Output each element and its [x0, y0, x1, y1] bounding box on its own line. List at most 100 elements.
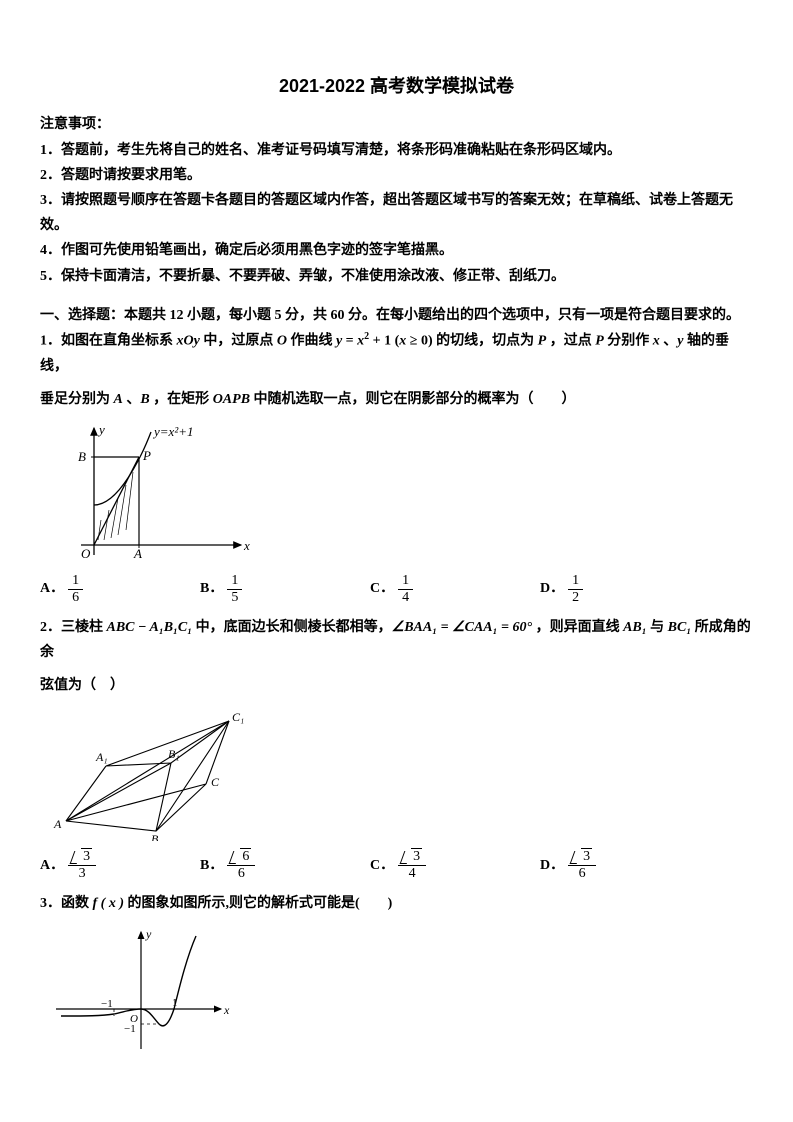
fig1-x: x [243, 538, 250, 553]
fig1-A: A [133, 546, 142, 561]
q2-d-den: 6 [568, 866, 596, 881]
q1-figure: y y=x²+1 B P O A x [46, 420, 753, 565]
q2-opt-c: C． 3 4 [370, 849, 540, 881]
q1-opt-b: B． 1 5 [200, 573, 370, 605]
section1-heading: 一、选择题：本题共 12 小题，每小题 5 分，共 60 分。在每小题给出的四个… [40, 303, 753, 328]
comma2: 、 [123, 392, 141, 407]
q3-blank [360, 896, 388, 911]
q1-d-den: 2 [568, 590, 583, 605]
fig3-neg1y: −1 [124, 1023, 136, 1035]
q1-text: 中，过原点 [200, 334, 277, 349]
instruction-2: 2．答题时请按要求用笔。 [40, 163, 753, 188]
fig1-B: B [78, 449, 86, 464]
xoy: xOy [177, 334, 200, 349]
q2-d-frac: 3 6 [568, 849, 596, 881]
q2-line1: 2．三棱柱 ABC − A₁B₁C₁ 中，底面边长和侧棱长都相等，∠BAA₁ =… [40, 615, 753, 665]
q2-c-den: 4 [398, 866, 426, 881]
instruction-1: 1．答题前，考生先将自己的姓名、准考证号码填写清楚，将条形码准确粘贴在条形码区域… [40, 138, 753, 163]
q2-ang: ∠BAA₁ = ∠CAA₁ = 60° [392, 620, 532, 635]
fig2-C: C [211, 775, 220, 789]
q2-ab1: AB₁ [623, 620, 647, 635]
q1-b-frac: 1 5 [227, 573, 242, 605]
q1-c-frac: 1 4 [398, 573, 413, 605]
q1-a-frac: 1 6 [68, 573, 83, 605]
q3-figure: y x O −1 1 −1 [46, 924, 753, 1054]
eq-eq: = [342, 334, 357, 349]
fig3-y: y [145, 927, 152, 941]
instruction-4: 4．作图可先使用铅笔画出，确定后必须用黑色字迹的签字笔描黑。 [40, 238, 753, 263]
opt-a-label: A． [40, 576, 64, 601]
q1-c-num: 1 [398, 573, 413, 589]
q2-options: A． 3 3 B． 6 6 C． 3 4 D． 3 6 [40, 849, 753, 881]
q2-abc: ABC − A₁B₁C₁ [107, 620, 193, 635]
P2: P [595, 334, 604, 349]
fig1-O: O [81, 546, 91, 561]
q2-mid2: ，则异面直线 [532, 620, 623, 635]
OAPB: OAPB [213, 392, 250, 407]
q2-a-sqrt: 3 [81, 848, 92, 864]
opt-b-label: B． [200, 576, 223, 601]
q1-text: 作曲线 [287, 334, 336, 349]
q2-b-den: 6 [227, 866, 255, 881]
q2-c-frac: 3 4 [398, 849, 426, 881]
q1-text: 分别作 [604, 334, 653, 349]
q3-fx: f ( x ) [93, 896, 125, 911]
q1-b-num: 1 [227, 573, 242, 589]
O: O [277, 334, 287, 349]
q1-line1: 1．如图在直角坐标系 xOy 中，过原点 O 作曲线 y = x2 + 1 (x… [40, 328, 753, 379]
B: B [140, 392, 149, 407]
q2-bc1: BC₁ [668, 620, 692, 635]
A: A [114, 392, 123, 407]
q2-opt-a: A． 3 3 [40, 849, 200, 881]
opt-b-label2: B． [200, 853, 223, 878]
fig2-A: A [53, 817, 62, 831]
q1-text: 1．如图在直角坐标系 [40, 334, 177, 349]
instruction-5: 5．保持卡面清洁，不要折暴、不要弄破、弄皱，不准使用涂改液、修正带、刮纸刀。 [40, 264, 753, 289]
q3-line: 3．函数 f ( x ) 的图象如图所示,则它的解析式可能是( ) [40, 891, 753, 916]
opt-c-label2: C． [370, 853, 394, 878]
q1-opt-c: C． 1 4 [370, 573, 540, 605]
q1-text: ，过点 [546, 334, 595, 349]
q3-pre: 3．函数 [40, 896, 93, 911]
fig2-A1: A₁ [95, 750, 108, 764]
fig3-x: x [223, 1003, 230, 1017]
q2-mid1: 中，底面边长和侧棱长都相等， [192, 620, 392, 635]
q1-l2m: ，在矩形 [150, 392, 213, 407]
q1-opt-d: D． 1 2 [540, 573, 583, 605]
fig3-neg1: −1 [101, 998, 113, 1010]
q2-pre: 2．三棱柱 [40, 620, 107, 635]
eq-ge: ≥ 0) [406, 334, 432, 349]
instructions-heading: 注意事项： [40, 112, 753, 137]
q3-mid: 的图象如图所示,则它的解析式可能是( [124, 896, 360, 911]
q1-c-den: 4 [398, 590, 413, 605]
page-title: 2021-2022 高考数学模拟试卷 [40, 70, 753, 102]
q2-d-num: 3 [568, 849, 596, 865]
fig3-one: 1 [172, 997, 178, 1009]
q2-a-den: 3 [68, 866, 96, 881]
q1-l2e: 中随机选取一点，则它在阴影部分的概率为（ ） [250, 392, 576, 407]
q3-close: ) [388, 896, 393, 911]
comma: 、 [660, 334, 678, 349]
q1-options: A． 1 6 B． 1 5 C． 1 4 D． 1 2 [40, 573, 753, 605]
q1-b-den: 5 [227, 590, 242, 605]
exam-page: 2021-2022 高考数学模拟试卷 注意事项： 1．答题前，考生先将自己的姓名… [0, 0, 793, 1122]
fig2-C1: C₁ [232, 710, 244, 724]
q2-opt-d: D． 3 6 [540, 849, 596, 881]
q2-opt-b: B． 6 6 [200, 849, 370, 881]
fig1-P: P [142, 448, 151, 463]
opt-d-label: D． [540, 576, 564, 601]
q2-c-num: 3 [398, 849, 426, 865]
instruction-3: 3．请按照题号顺序在答题卡各题目的答题区域内作答，超出答题区域书写的答案无效；在… [40, 188, 753, 238]
q1-text: 的切线，切点为 [433, 334, 538, 349]
q1-d-num: 1 [568, 573, 583, 589]
q1-a-num: 1 [68, 573, 83, 589]
opt-a-label2: A． [40, 853, 64, 878]
fig1-curve: y=x²+1 [152, 424, 193, 439]
q2-mid3: 与 [647, 620, 668, 635]
eq-plus: + 1 ( [369, 334, 399, 349]
q1-line2: 垂足分别为 A 、B ，在矩形 OAPB 中随机选取一点，则它在阴影部分的概率为… [40, 387, 753, 412]
q2-figure: A₁ B₁ C₁ A B C [46, 706, 753, 841]
q1-l2: 垂足分别为 [40, 392, 114, 407]
q2-a-frac: 3 3 [68, 849, 96, 881]
q2-c-sqrt: 3 [411, 848, 422, 864]
